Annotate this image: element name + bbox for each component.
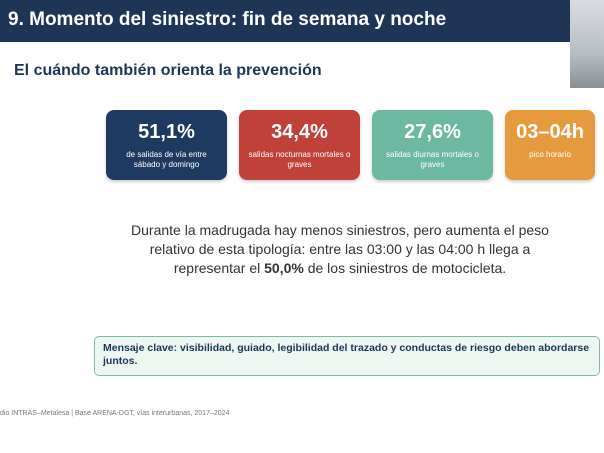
card-value: 27,6% <box>404 121 461 143</box>
key-message: Mensaje clave: visibilidad, guiado, legi… <box>94 336 600 376</box>
card-value: 51,1% <box>138 121 195 143</box>
source-footer: dio INTRAS–Metalesa | Base ARENA-DGT, ví… <box>0 410 230 417</box>
webcam-thumbnail <box>570 0 604 88</box>
header-bar: 9. Momento del siniestro: fin de semana … <box>0 0 604 42</box>
subtitle: El cuándo también orienta la prevención <box>14 62 322 79</box>
card-label: de salidas de vía entre sábado y domingo <box>126 150 207 169</box>
paragraph-text: de los siniestros de motocicleta. <box>303 260 507 276</box>
stat-card: 27,6% salidas diurnas mortales o graves <box>372 110 493 180</box>
card-value: 03–04h <box>516 121 584 143</box>
paragraph: Durante la madrugada hay menos siniestro… <box>120 221 560 278</box>
card-value: 34,4% <box>271 121 328 143</box>
stat-card: 51,1% de salidas de vía entre sábado y d… <box>106 110 227 180</box>
paragraph-bold: 50,0% <box>264 260 304 276</box>
stat-card: 34,4% salidas nocturnas mortales o grave… <box>239 110 360 180</box>
stat-card: 03–04h pico horario <box>505 110 595 180</box>
card-label: salidas diurnas mortales o graves <box>386 150 479 169</box>
card-label: pico horario <box>529 150 571 159</box>
card-label: salidas nocturnas mortales o graves <box>248 150 351 169</box>
header-title: 9. Momento del siniestro: fin de semana … <box>8 9 447 30</box>
paragraph-text: Durante la madrugada hay menos siniestro… <box>131 222 549 276</box>
